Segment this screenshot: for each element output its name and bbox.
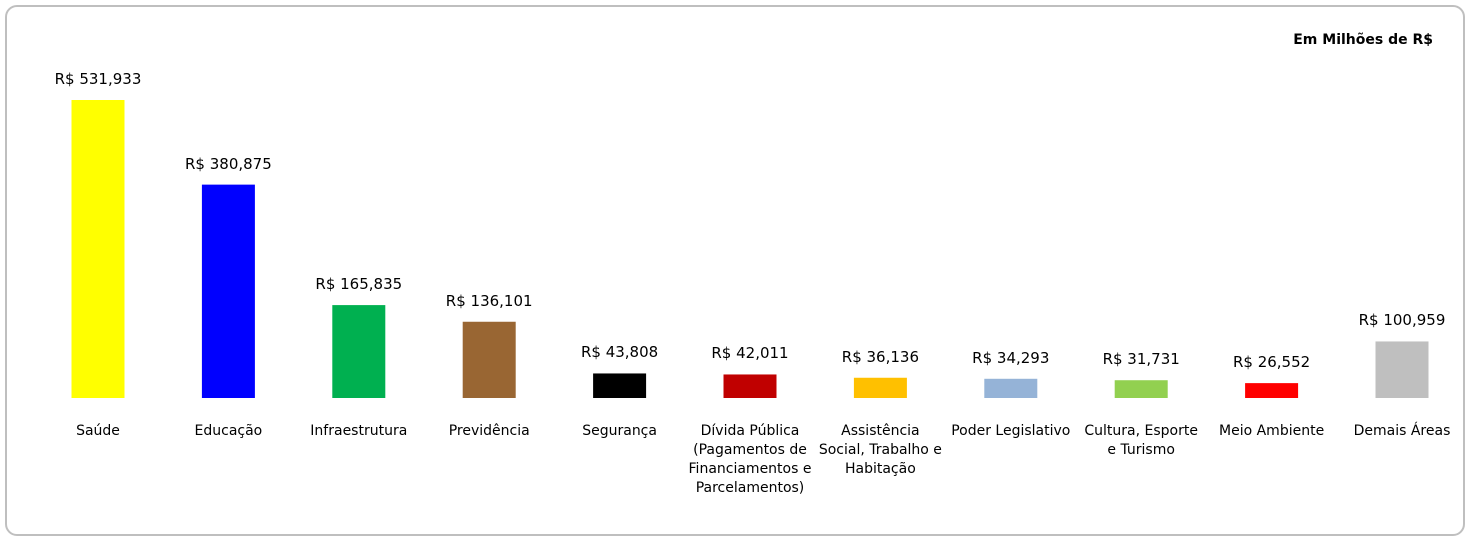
bar <box>71 100 125 398</box>
x-tick-label: Infraestrutura <box>310 423 408 439</box>
x-tick-label: Assistência Social, Trabalho e Habitação <box>818 423 942 477</box>
x-tick-label: Demais Áreas <box>1353 423 1451 439</box>
value-label: R$ 380,875 <box>185 154 272 173</box>
value-label: R$ 34,293 <box>972 348 1050 367</box>
value-label: R$ 136,101 <box>445 291 533 310</box>
bar <box>1375 341 1429 398</box>
x-tick-label: Saúde <box>76 423 120 439</box>
x-tick-label: Dívida Pública (Pagamentos de Financiame… <box>688 423 812 496</box>
bar <box>1245 383 1299 398</box>
value-label: R$ 31,731 <box>1102 350 1180 369</box>
bar <box>593 373 647 398</box>
chart-frame <box>5 5 1465 536</box>
value-label: R$ 165,835 <box>315 275 403 294</box>
bar <box>201 184 255 398</box>
bar <box>462 321 516 398</box>
value-label: R$ 26,552 <box>1232 353 1311 372</box>
value-label: R$ 100,959 <box>1358 311 1446 330</box>
x-tick-label: Meio Ambiente <box>1219 423 1325 439</box>
chart-title: Em Milhões de R$ <box>1293 32 1433 48</box>
x-tick-label: Segurança <box>582 423 657 439</box>
value-label: R$ 43,808 <box>580 343 659 362</box>
value-label: R$ 42,011 <box>711 344 789 363</box>
bar <box>332 305 386 398</box>
x-tick-label: Cultura, Esporte e Turismo <box>1084 423 1198 458</box>
bar <box>984 378 1038 398</box>
value-label: R$ 531,933 <box>54 70 142 88</box>
value-label: R$ 36,136 <box>841 347 919 366</box>
bar <box>853 377 907 398</box>
bar <box>1114 380 1168 398</box>
x-tick-label: Previdência <box>448 423 530 439</box>
bar <box>723 374 777 398</box>
x-tick-label: Poder Legislativo <box>951 423 1071 439</box>
x-tick-label: Educação <box>194 423 263 439</box>
